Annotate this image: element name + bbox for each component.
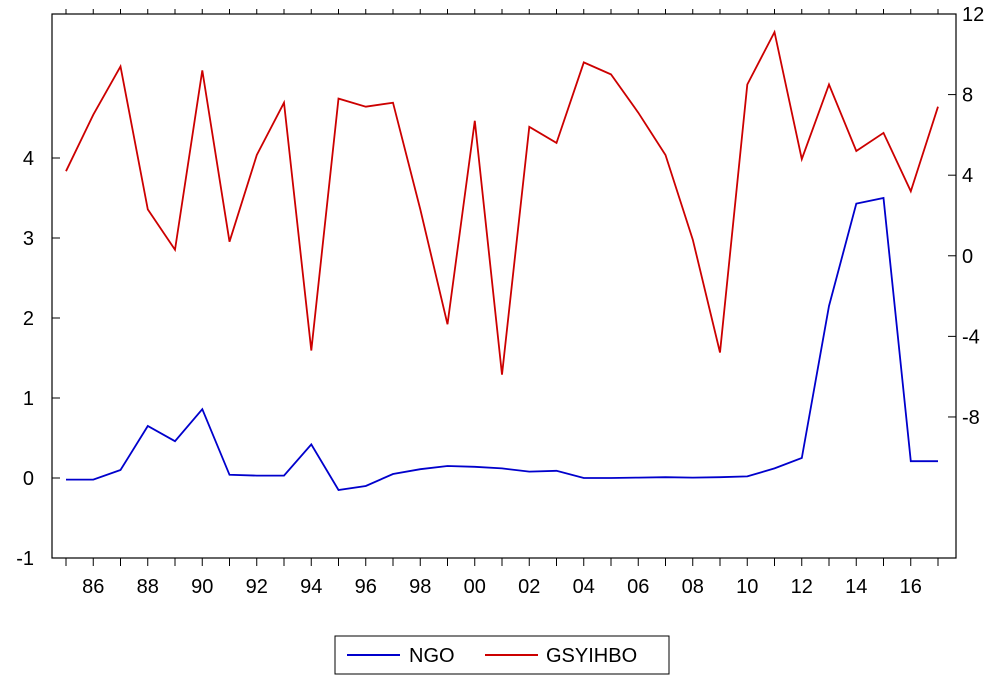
series-lines — [65, 29, 939, 491]
x-tick-label: 06 — [627, 576, 649, 598]
y-left-tick-label: 3 — [23, 228, 34, 250]
y-right-tick-label: 12 — [962, 4, 984, 26]
series-line-gsyihbo — [65, 29, 939, 375]
y-right-tick-label: -8 — [962, 407, 980, 429]
x-tick-label: 02 — [518, 576, 540, 598]
y-left-tick-label: 2 — [23, 308, 34, 330]
x-tick-label: 96 — [355, 576, 377, 598]
y-axis-left: -1 0 1 2 3 4 — [16, 148, 60, 570]
x-tick-label: 92 — [246, 576, 268, 598]
x-tick-label: 86 — [82, 576, 104, 598]
y-right-tick-label: 4 — [962, 165, 973, 187]
y-right-tick-label: 8 — [962, 85, 973, 107]
y-left-tick-label: 1 — [23, 388, 34, 410]
y-left-tick-label: 4 — [23, 148, 34, 170]
x-tick-label: 88 — [137, 576, 159, 598]
x-tick-label: 98 — [409, 576, 431, 598]
series-line-ngo — [66, 196, 938, 491]
legend-label-ngo: NGO — [409, 645, 455, 667]
y-axis-right: -8 -4 0 4 8 12 — [948, 4, 984, 429]
x-tick-label: 94 — [300, 576, 322, 598]
x-tick-label: 10 — [736, 576, 758, 598]
y-left-tick-label: 0 — [23, 468, 34, 490]
y-right-tick-label: 0 — [962, 246, 973, 268]
x-tick-label: 12 — [791, 576, 813, 598]
plot-frame — [51, 13, 957, 559]
x-tick-label: 90 — [191, 576, 213, 598]
x-axis: 86 88 90 92 94 96 98 00 02 04 06 08 10 12 14 16 — [65, 9, 939, 598]
x-tick-label: 08 — [682, 576, 704, 598]
x-tick-label: 00 — [464, 576, 486, 598]
y-left-tick-label: -1 — [16, 548, 34, 570]
y-right-tick-label: -4 — [962, 326, 980, 348]
x-tick-label: 14 — [845, 576, 867, 598]
x-tick-label: 16 — [900, 576, 922, 598]
legend-label-gsyihbo: GSYIHBO — [546, 645, 637, 667]
x-tick-label: 04 — [573, 576, 595, 598]
legend: NGO GSYIHBO — [334, 635, 670, 675]
